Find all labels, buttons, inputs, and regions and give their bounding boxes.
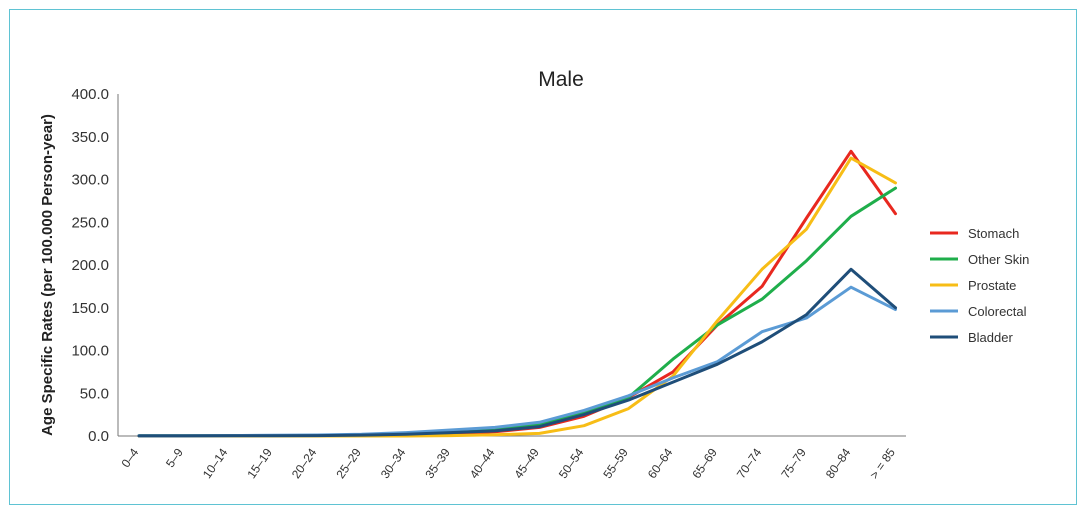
legend-label: Colorectal xyxy=(968,304,1027,319)
x-tick-label: 25–29 xyxy=(333,445,364,481)
x-tick-label: 60–64 xyxy=(645,445,676,481)
x-tick-label: 35–39 xyxy=(422,445,453,481)
x-tick-label: 45–49 xyxy=(511,445,542,481)
x-tick-label: 70–74 xyxy=(734,445,765,481)
axes xyxy=(117,94,906,437)
series-line-colorectal xyxy=(137,285,897,438)
y-axis-label: Age Specific Rates (per 100.000 Person-y… xyxy=(39,114,56,436)
y-tick-label: 150.0 xyxy=(71,300,109,317)
x-tick-label: 15–19 xyxy=(244,445,275,481)
x-tick-label: 55–59 xyxy=(600,445,631,481)
x-tick-label: 20–24 xyxy=(289,445,320,481)
y-tick-label: 250.0 xyxy=(71,214,109,231)
x-tick-label: 0–4 xyxy=(118,445,141,470)
x-tick-label: 50–54 xyxy=(556,445,587,481)
x-tick-label: 75–79 xyxy=(778,445,809,481)
series-line-stomach xyxy=(137,149,897,438)
y-tick-label: 350.0 xyxy=(71,129,109,146)
series-line-bladder xyxy=(137,267,897,438)
x-tick-label: 5–9 xyxy=(163,445,186,470)
series-lines xyxy=(137,149,897,438)
legend: Stomach Other Skin Prostate Colorectal Bladd… xyxy=(930,226,1029,345)
y-tick-label: 50.0 xyxy=(80,385,109,402)
y-tick-label: 200.0 xyxy=(71,257,109,274)
y-tick-label: 300.0 xyxy=(71,172,109,189)
y-tick-label: 400.0 xyxy=(71,86,109,103)
series-line-other-skin xyxy=(137,186,897,438)
legend-label: Stomach xyxy=(968,226,1019,241)
x-tick-labels: 0–4 5–9 10–14 15–19 20–24 25–29 30–34 35–39 40–4… xyxy=(118,445,898,481)
x-tick-label: > = 85 xyxy=(867,445,898,481)
y-tick-label: 0.0 xyxy=(88,428,109,445)
x-tick-label: 80–84 xyxy=(823,445,854,481)
chart-title: Male xyxy=(538,68,584,91)
legend-label: Other Skin xyxy=(968,252,1029,267)
x-tick-label: 10–14 xyxy=(200,445,231,481)
x-tick-label: 30–34 xyxy=(378,445,409,481)
x-tick-label: 40–44 xyxy=(467,445,498,481)
y-tick-labels: 0.0 50.0 100.0 150.0 200.0 250.0 300.0 350.0 400… xyxy=(71,86,109,445)
legend-label: Prostate xyxy=(968,278,1016,293)
x-tick-label: 65–69 xyxy=(689,445,720,481)
y-tick-label: 100.0 xyxy=(71,343,109,360)
series-line-prostate xyxy=(137,156,897,438)
legend-label: Bladder xyxy=(968,330,1013,345)
